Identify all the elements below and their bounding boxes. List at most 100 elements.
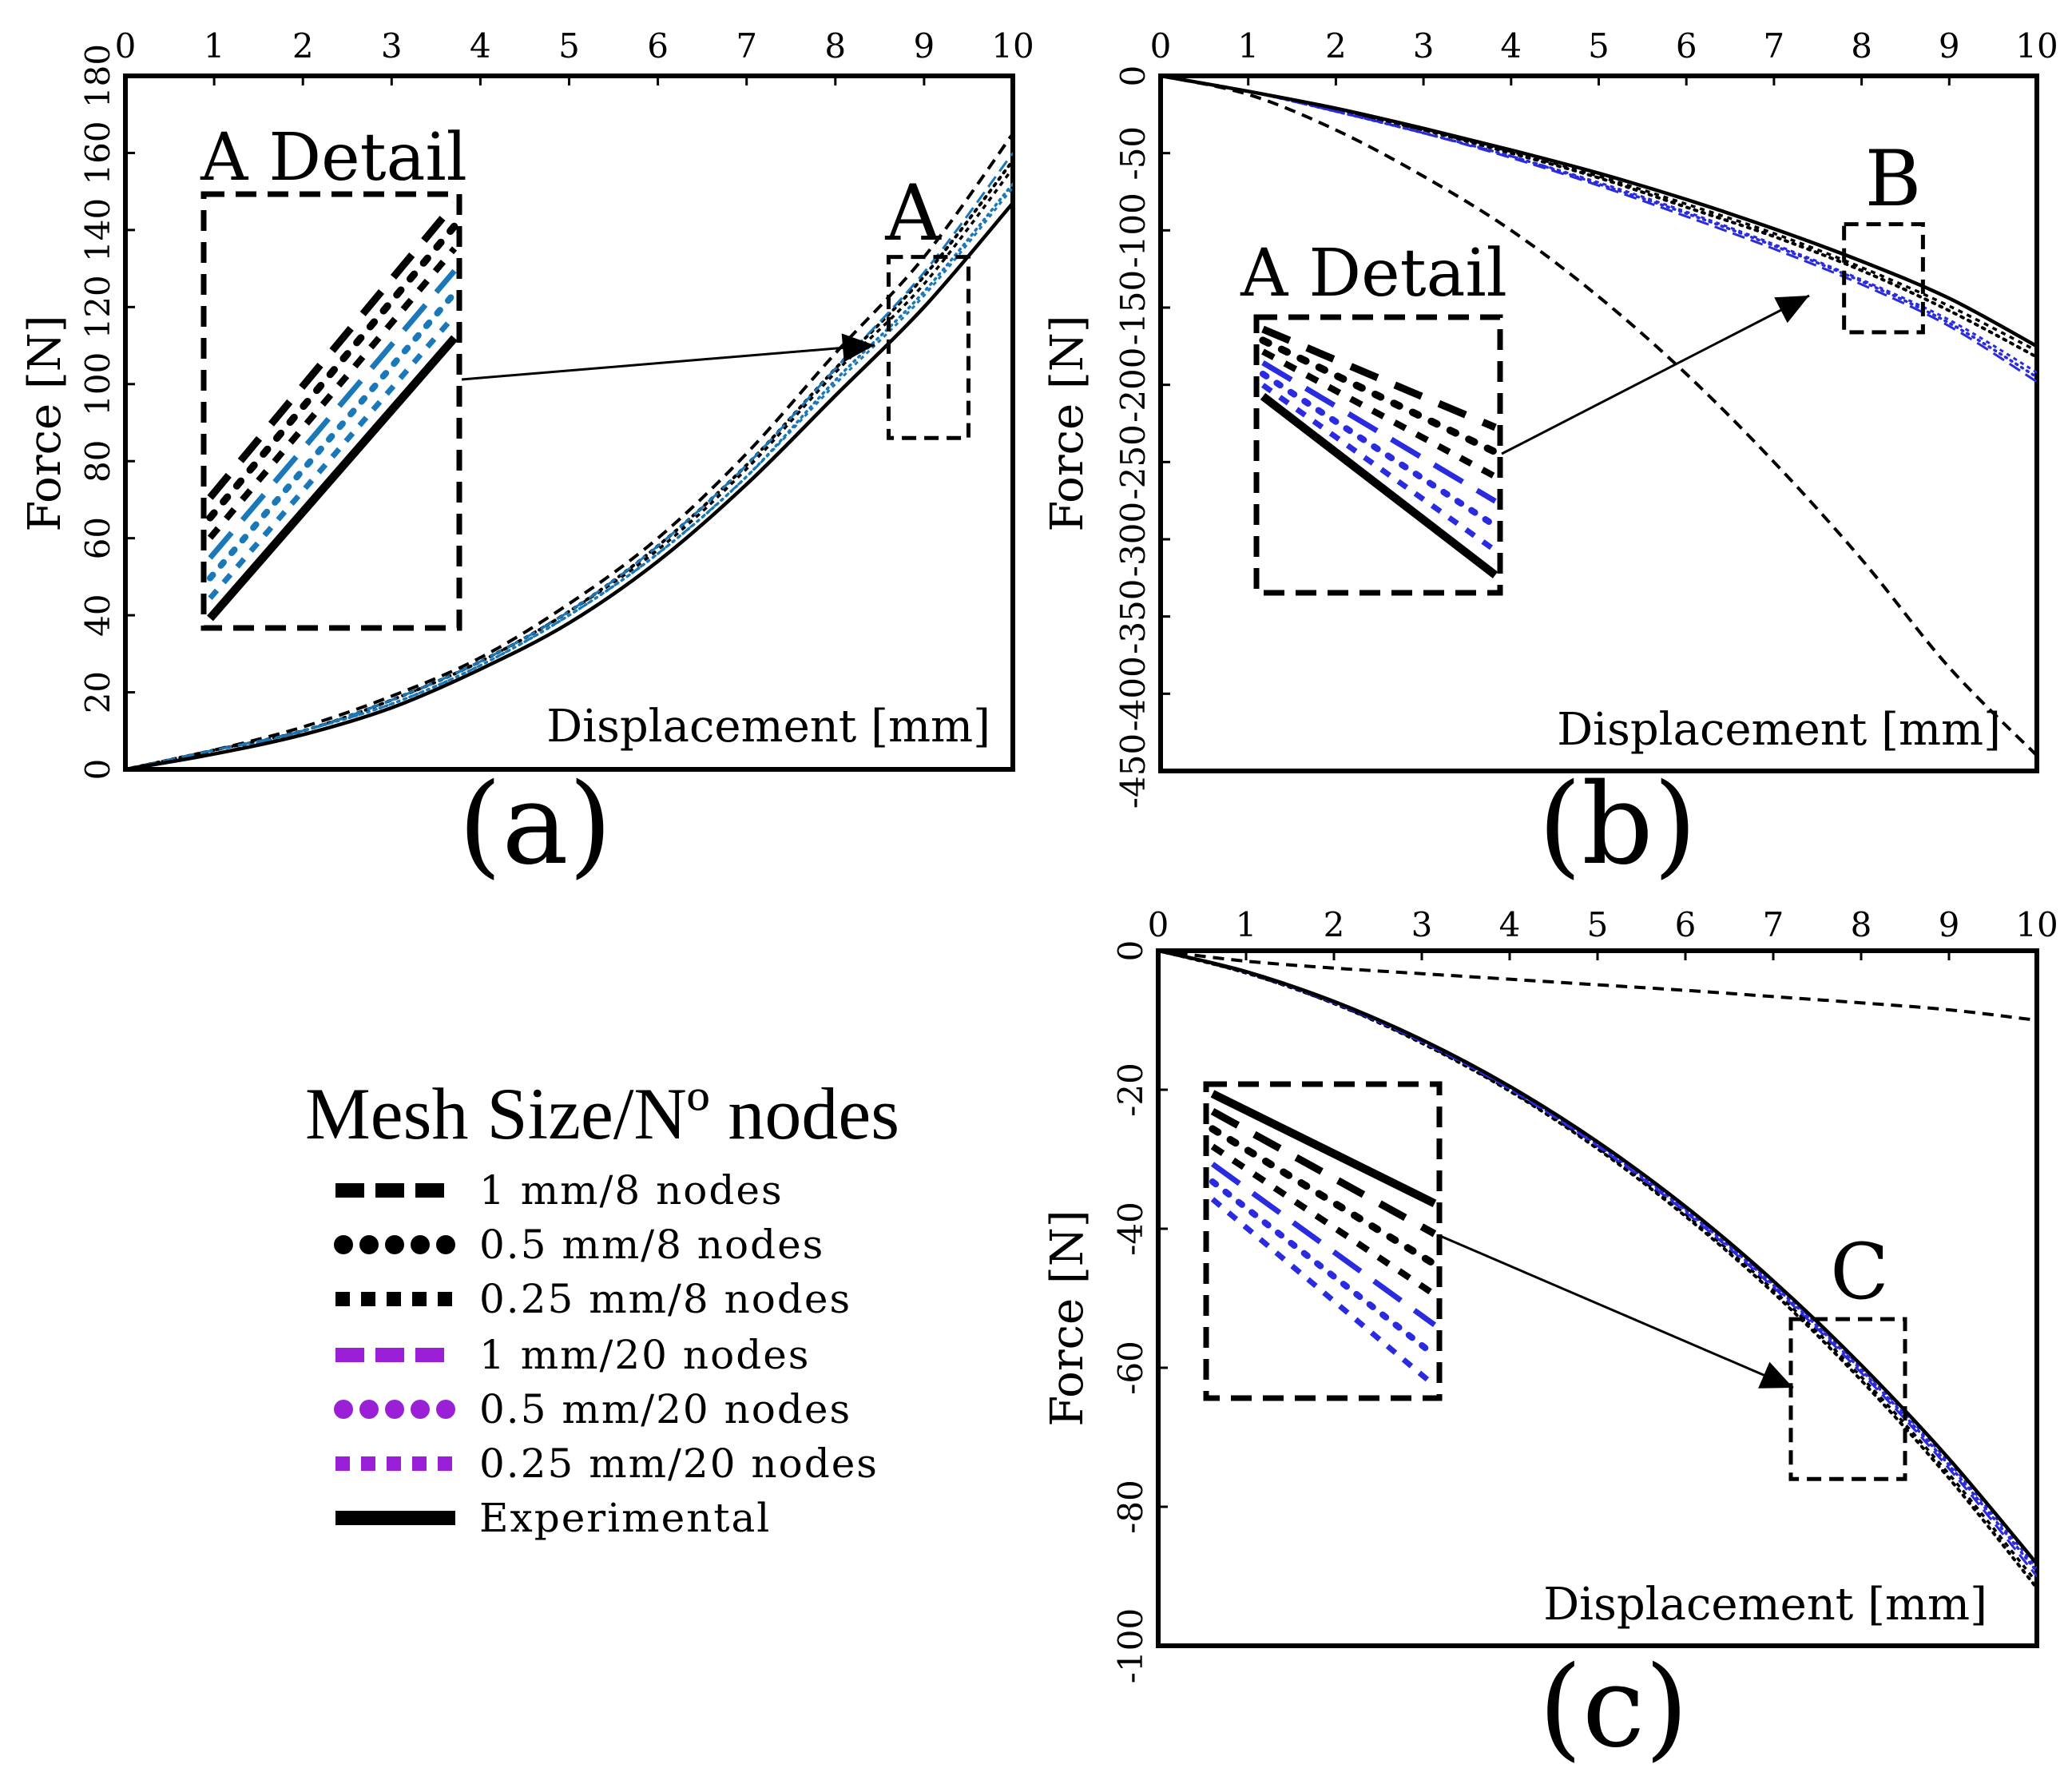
x-tick-label: 6 [1676,26,1697,66]
y-tick-label: 80 [78,439,117,482]
y-tick-label: -150 [1113,270,1153,345]
x-tick-label: 7 [1764,26,1785,66]
y-tick-label: -20 [1111,1063,1150,1117]
detail-arrowhead [841,333,875,363]
y-axis-label: Force [N] [19,315,71,531]
legend-swatch-square [412,1292,427,1306]
x-axis-label: Displacement [mm] [1543,1579,1987,1631]
legend-swatch-dot [334,1400,353,1419]
legend-swatch-dot [385,1400,404,1419]
legend-item-label: 0.5 mm/20 nodes [479,1386,851,1432]
x-tick-label: 7 [1763,905,1784,944]
y-tick-label: -100 [1111,1608,1150,1683]
panel-a: 0 1 2 3 4 5 6 7 8 9 10020406080100120140160180Forc… [19,26,1034,780]
x-tick-label: 9 [1939,26,1960,66]
legend-swatch-square [387,1292,401,1306]
legend-title: Mesh Size/Nº nodes [305,1073,899,1154]
x-tick-label: 10 [2015,26,2058,66]
detail-line [1209,1125,1439,1268]
detail-line [1261,325,1497,431]
legend-swatch-dot [436,1400,455,1419]
y-tick-label: 20 [78,671,117,713]
y-tick-label: -60 [1111,1341,1150,1395]
y-axis-label: Force [N] [1042,315,1094,531]
detail-arrow [461,344,875,381]
series-line-experimental [125,201,1013,769]
y-tick-label: 180 [78,44,117,108]
series-line-experimental [1161,76,2037,348]
x-tick-label: 2 [1325,26,1347,66]
detail-line [1210,1143,1437,1297]
legend-swatch-dot [334,1235,353,1254]
x-tick-label: 4 [1499,905,1521,944]
series-line-1-mm-8-nodes [1161,76,2037,757]
y-tick-label: 60 [78,517,117,559]
x-tick-label: 1 [1237,26,1259,66]
legend-swatch-square [361,1292,375,1306]
detail-line [1259,336,1499,456]
zoom-label: C [1830,1227,1888,1317]
series-line-0-25-mm-20-nodes [1161,76,2037,374]
detail-line [1210,1162,1437,1328]
y-tick-label: 120 [78,275,117,339]
x-tick-label: 5 [558,26,580,66]
detail-line [1210,1090,1437,1207]
y-tick-label: -450 [1113,733,1153,809]
y-tick-label: -100 [1113,193,1153,268]
legend-item-label: Experimental [479,1495,771,1541]
x-tick-label: 9 [914,26,935,66]
detail-arrow [1501,294,1810,455]
detail-inset-box [1203,1081,1443,1401]
y-tick-label: -300 [1113,502,1153,577]
legend-swatch-square [335,1456,350,1471]
zoom-label: A [884,169,942,258]
x-tick-label: 2 [292,26,314,66]
detail-line [1261,383,1497,553]
series-line-0-25-mm-8-nodes [1158,951,2037,1583]
x-tick-label: 1 [1236,905,1257,944]
legend-swatch-square [335,1292,350,1306]
legend-item: 0.5 mm/20 nodes [334,1386,851,1432]
detail-line [1261,348,1497,480]
legend-item-label: 1 mm/8 nodes [479,1167,784,1214]
detail-inset-lines [206,201,458,622]
panel-label-a: (a) [458,760,613,890]
y-tick-label: -400 [1113,656,1153,731]
legend-item-label: 1 mm/20 nodes [479,1332,810,1378]
y-tick-label: 160 [78,121,117,185]
x-tick-label: 9 [1939,905,1960,944]
detail-line [1259,370,1499,530]
y-tick-label: -40 [1111,1202,1150,1256]
detail-inset-box [200,191,462,631]
legend-item-label: 0.25 mm/20 nodes [479,1440,879,1487]
legend-item: 0.25 mm/8 nodes [335,1276,851,1322]
panel-label-c: (c) [1538,1643,1689,1773]
x-tick-label: 8 [1851,26,1872,66]
series-line-0-25-mm-20-nodes [125,186,1013,769]
panel-c: 0 1 2 3 4 5 6 7 8 9 10 0 -20 -40 -60 -80 -100 Force [N] Di… [1042,905,2058,1683]
y-tick-label: 0 [78,759,117,781]
detail-arrow [1439,1234,1794,1389]
y-tick-label: -50 [1113,126,1153,181]
legend-item-label: 0.25 mm/8 nodes [479,1276,851,1322]
x-tick-label: 10 [2015,905,2058,944]
x-tick-label: 4 [470,26,491,66]
y-tick-label: 0 [1113,66,1153,87]
x-tick-label: 3 [381,26,403,66]
series-line-1-mm-20-nodes [125,152,1013,769]
legend-swatch-dot [359,1400,379,1419]
zoom-label: B [1865,134,1922,224]
zoom-box [1842,222,1925,335]
x-axis-label: Displacement [mm] [1557,704,2001,756]
y-tick-label: -200 [1113,347,1153,422]
x-axis-label: Displacement [mm] [546,701,990,753]
x-tick-label: 8 [1851,905,1872,944]
x-tick-label: 0 [1148,905,1169,944]
legend-swatch-square [412,1456,427,1471]
y-tick-label: 100 [78,352,117,416]
detail-arrowhead [1774,296,1809,324]
detail-line [1210,1107,1437,1238]
detail-line [207,335,458,622]
detail-line [1210,1197,1437,1388]
